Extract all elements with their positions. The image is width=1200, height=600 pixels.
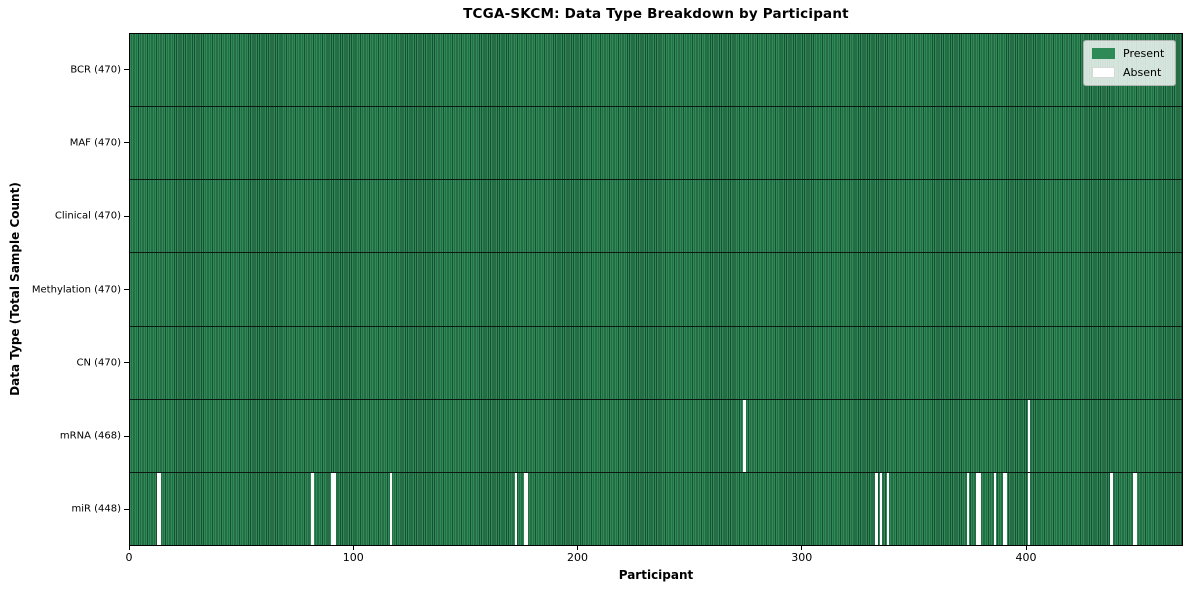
- heatmap-row-cn: [130, 325, 1182, 399]
- ytick-label-maf: MAF (470): [69, 137, 121, 149]
- absent-cell: [886, 472, 889, 545]
- ytick-label-cn: CN (470): [76, 357, 121, 369]
- legend-item-absent: Absent: [1092, 66, 1167, 79]
- xtick-mark: [128, 546, 130, 550]
- xtick-label-100: 100: [342, 551, 364, 564]
- absent-cell: [1110, 472, 1113, 545]
- legend-swatch-absent: [1092, 67, 1115, 78]
- legend-label: Absent: [1123, 66, 1162, 79]
- absent-cell: [993, 472, 997, 545]
- absent-cell: [159, 472, 162, 545]
- ytick-mark: [124, 215, 129, 217]
- heatmap-row-methylation: [130, 252, 1182, 325]
- xtick-label-0: 0: [125, 551, 133, 564]
- absent-cell: [1132, 472, 1135, 545]
- absent-cell: [1027, 399, 1030, 472]
- heatmap-row-mrna: [130, 398, 1182, 472]
- ytick-mark: [124, 435, 129, 437]
- xtick-label-300: 300: [791, 551, 813, 564]
- xtick-label-400: 400: [1015, 551, 1037, 564]
- legend-label: Present: [1123, 47, 1165, 60]
- absent-cell: [1134, 472, 1138, 545]
- xtick-mark: [801, 546, 803, 550]
- ytick-mark: [124, 289, 129, 290]
- ytick-label-clinical: Clinical (470): [54, 210, 121, 222]
- absent-cell: [967, 472, 970, 545]
- heatmap-row-clinical: [130, 179, 1182, 252]
- xtick-mark: [352, 546, 354, 550]
- ytick-label-bcr: BCR (470): [70, 64, 121, 76]
- plot-area: [129, 33, 1183, 546]
- heatmap-row-bcr: [130, 34, 1182, 106]
- absent-cell: [331, 472, 334, 545]
- ytick-label-methylation: Methylation (470): [31, 284, 121, 295]
- absent-cell: [523, 472, 527, 545]
- absent-cell: [389, 472, 392, 545]
- absent-cell: [1027, 472, 1030, 545]
- absent-cell: [311, 472, 314, 545]
- ytick-mark: [124, 69, 129, 71]
- ytick-label-mir: miR (448): [71, 503, 121, 515]
- absent-cell: [333, 472, 336, 545]
- xtick-mark: [1025, 546, 1027, 550]
- absent-cell: [978, 472, 981, 545]
- legend-swatch-present: [1092, 48, 1115, 59]
- absent-cell: [1002, 472, 1006, 545]
- x-axis-label: Participant: [618, 568, 694, 582]
- absent-cell: [976, 472, 979, 545]
- absent-cell: [1005, 472, 1008, 545]
- ytick-mark: [124, 508, 129, 510]
- ytick-label-mrna: mRNA (468): [59, 430, 121, 442]
- legend: Present Absent: [1083, 40, 1176, 86]
- absent-cell: [743, 399, 746, 472]
- absent-cell: [879, 472, 883, 545]
- absent-cell: [514, 472, 518, 545]
- absent-cell: [156, 472, 160, 545]
- xtick-label-200: 200: [567, 551, 588, 564]
- ytick-mark: [124, 362, 129, 364]
- absent-cell: [875, 472, 878, 545]
- ytick-mark: [124, 142, 129, 144]
- heatmap-row-maf: [130, 106, 1182, 179]
- absent-cell: [526, 472, 529, 545]
- heatmap-row-mir: [130, 471, 1182, 545]
- chart-title: TCGA-SKCM: Data Type Breakdown by Partic…: [463, 6, 849, 22]
- legend-item-present: Present: [1092, 47, 1167, 60]
- xtick-mark: [577, 546, 578, 550]
